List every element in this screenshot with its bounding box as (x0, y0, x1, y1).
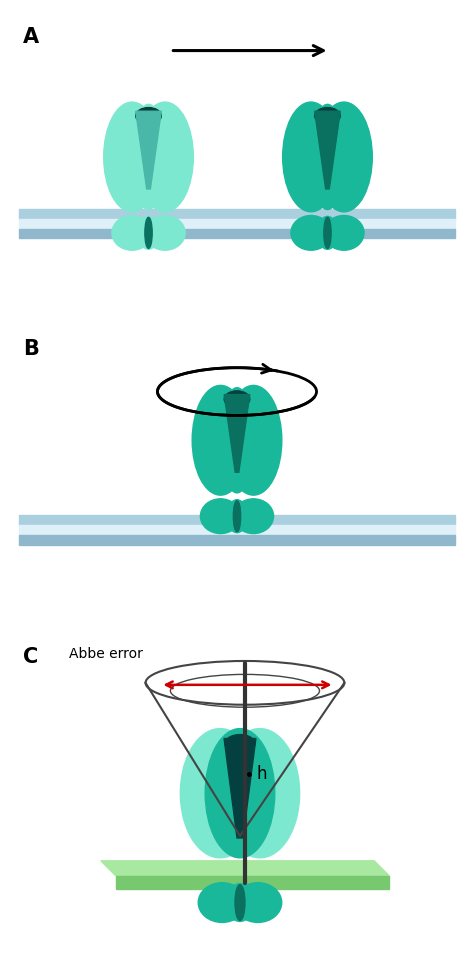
Ellipse shape (227, 500, 247, 533)
Polygon shape (224, 394, 250, 472)
Ellipse shape (324, 215, 364, 250)
Text: A: A (23, 26, 39, 47)
Ellipse shape (198, 882, 246, 922)
Text: h: h (257, 766, 267, 783)
Ellipse shape (233, 501, 241, 532)
Bar (19, 535, 455, 544)
Ellipse shape (225, 386, 282, 495)
Ellipse shape (291, 215, 331, 250)
Bar (19, 218, 455, 229)
Bar (19, 229, 455, 239)
Ellipse shape (220, 729, 300, 858)
Bar (19, 525, 455, 535)
Ellipse shape (324, 217, 331, 248)
Text: Abbe error: Abbe error (69, 647, 143, 661)
Polygon shape (116, 876, 389, 888)
Ellipse shape (226, 883, 254, 921)
Ellipse shape (180, 729, 260, 858)
Ellipse shape (315, 107, 340, 124)
Ellipse shape (235, 884, 245, 920)
Ellipse shape (233, 499, 273, 534)
Ellipse shape (283, 102, 339, 211)
Ellipse shape (192, 386, 249, 495)
Ellipse shape (137, 102, 193, 211)
Ellipse shape (224, 391, 250, 407)
Ellipse shape (145, 217, 152, 248)
Ellipse shape (136, 107, 161, 124)
Ellipse shape (311, 104, 344, 209)
Ellipse shape (201, 499, 241, 534)
Polygon shape (315, 111, 340, 189)
Ellipse shape (138, 216, 159, 249)
Ellipse shape (225, 734, 255, 753)
Ellipse shape (318, 216, 337, 249)
Bar (19, 515, 455, 525)
Ellipse shape (132, 104, 165, 209)
Bar (19, 208, 455, 218)
Ellipse shape (112, 215, 152, 250)
Ellipse shape (234, 882, 282, 922)
Text: C: C (23, 647, 38, 667)
Polygon shape (136, 111, 161, 189)
Polygon shape (224, 738, 256, 838)
Ellipse shape (145, 215, 185, 250)
Ellipse shape (316, 102, 372, 211)
Text: B: B (23, 339, 39, 358)
Ellipse shape (205, 729, 275, 858)
Polygon shape (101, 861, 389, 876)
Ellipse shape (220, 388, 254, 493)
Ellipse shape (104, 102, 160, 211)
